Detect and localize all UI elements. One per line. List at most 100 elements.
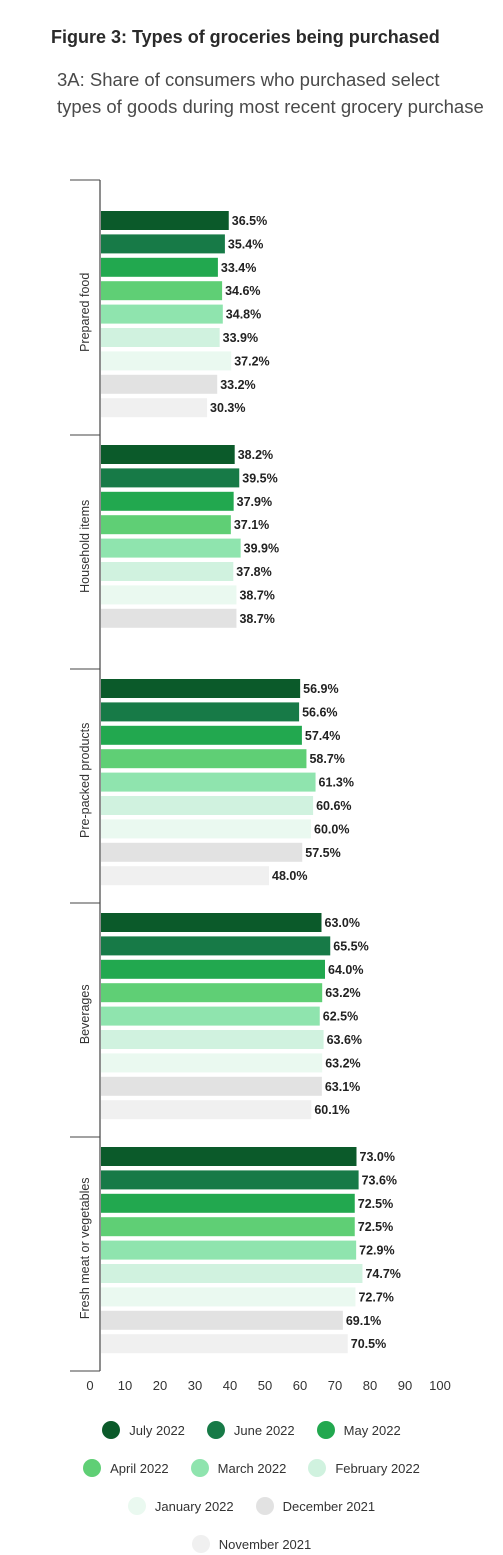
chart-subtitle: 3A: Share of consumers who purchased sel… (57, 69, 484, 117)
legend-item: February 2022 (308, 1459, 420, 1477)
legend-swatch-icon (127, 1497, 146, 1515)
category-label: Prepared food (78, 273, 92, 352)
bar (101, 959, 325, 979)
bar-value-label: 56.6% (302, 705, 337, 719)
category-label: Fresh meat or vegetables (78, 1177, 92, 1319)
bar-value-label: 72.5% (358, 1220, 393, 1234)
bar (101, 445, 235, 464)
category-label: Household items (78, 500, 92, 593)
x-tick-label: 60 (293, 1378, 307, 1393)
category-label: Beverages (78, 984, 92, 1044)
bar (101, 772, 316, 792)
bar-value-label: 63.2% (325, 986, 360, 1000)
bar-value-label: 33.4% (221, 261, 256, 275)
bar (101, 211, 229, 230)
legend-item: July 2022 (102, 1421, 185, 1439)
bar (101, 983, 323, 1003)
bar (101, 749, 307, 769)
legend-label: December 2021 (282, 1498, 376, 1514)
category-label: Pre-packed products (78, 723, 92, 838)
legend-swatch-icon (308, 1459, 327, 1477)
x-tick-label: 50 (258, 1378, 272, 1393)
bar (101, 1240, 357, 1260)
bar-value-label: 65.5% (333, 939, 368, 953)
legend-label: January 2022 (154, 1498, 234, 1514)
bar-value-label: 74.7% (365, 1267, 400, 1281)
legend-swatch-icon (83, 1459, 102, 1477)
bar (101, 398, 208, 418)
x-tick-label: 40 (223, 1378, 237, 1393)
bar-value-label: 70.5% (351, 1337, 386, 1351)
bar-value-label: 48.0% (272, 869, 307, 883)
bar-chart: 36.5% 35.4% 33.4% 34.6% 34.8% 33.9% 37.2% 33.2%… (70, 179, 451, 1393)
bar (101, 1006, 320, 1026)
bar-value-label: 38.7% (239, 612, 274, 626)
x-tick-label: 30 (188, 1378, 202, 1393)
legend-label: November 2021 (218, 1536, 312, 1552)
bar-value-label: 37.1% (234, 518, 269, 532)
legend-label: February 2022 (335, 1460, 420, 1476)
legend-label: April 2022 (110, 1460, 169, 1476)
bar-value-label: 38.7% (239, 588, 274, 602)
bar (101, 491, 234, 511)
legend-label: July 2022 (129, 1422, 185, 1438)
bar-value-label: 33.9% (223, 331, 258, 345)
bar-value-label: 38.2% (238, 448, 273, 462)
bar (101, 515, 231, 535)
legend-swatch-icon (255, 1497, 274, 1515)
legend-label: June 2022 (233, 1422, 295, 1438)
bar-value-label: 37.9% (237, 495, 272, 509)
bar (101, 1170, 359, 1190)
bar-value-label: 35.4% (228, 237, 263, 251)
bar-value-label: 63.0% (325, 916, 360, 930)
bar-value-label: 37.8% (236, 565, 271, 579)
legend-swatch-icon (191, 1535, 210, 1553)
legend-swatch-icon (190, 1459, 209, 1477)
bar (101, 842, 303, 862)
legend-item: March 2022 (190, 1459, 286, 1477)
x-tick-label: 0 (86, 1378, 93, 1393)
bar-value-label: 64.0% (328, 963, 363, 977)
bar-value-label: 72.9% (359, 1244, 394, 1258)
legend-item: November 2021 (191, 1535, 312, 1553)
bar-value-label: 30.3% (210, 401, 245, 415)
x-tick-label: 100 (429, 1378, 451, 1393)
legend-label: May 2022 (343, 1422, 401, 1438)
bar (101, 702, 300, 722)
legend-item: April 2022 (83, 1459, 169, 1477)
bar-value-label: 60.6% (316, 799, 351, 813)
legend-swatch-icon (206, 1421, 225, 1439)
bar (101, 1310, 343, 1330)
bar-value-label: 69.1% (346, 1314, 381, 1328)
bar-value-label: 63.2% (325, 1056, 360, 1070)
x-tick-label: 10 (118, 1378, 132, 1393)
bar (101, 725, 302, 745)
bar-value-label: 72.7% (358, 1290, 393, 1304)
bar-value-label: 73.0% (360, 1150, 395, 1164)
bar-value-label: 57.5% (305, 846, 340, 860)
legend-swatch-icon (102, 1421, 121, 1439)
bar-value-label: 39.9% (244, 542, 279, 556)
bar (101, 468, 240, 488)
bar (101, 796, 314, 815)
bar-value-label: 36.5% (232, 214, 267, 228)
bar (101, 1076, 322, 1096)
bar-value-label: 61.3% (319, 776, 354, 790)
bar-value-label: 56.9% (303, 682, 338, 696)
legend-row: April 2022 March 2022 February 2022 (0, 1459, 503, 1477)
bar (101, 608, 237, 628)
bar (101, 304, 223, 324)
bar (101, 866, 269, 886)
legend-item: January 2022 (127, 1497, 234, 1515)
bar-value-label: 60.0% (314, 822, 349, 836)
bar (101, 1100, 312, 1120)
bar-value-label: 33.2% (220, 378, 255, 392)
bar-value-label: 63.6% (327, 1033, 362, 1047)
bar (101, 374, 218, 394)
bar (101, 1334, 348, 1354)
bar-value-label: 60.1% (314, 1103, 349, 1117)
bar-value-label: 73.6% (362, 1173, 397, 1187)
legend-row: July 2022 June 2022 May 2022 (0, 1421, 503, 1439)
bar (101, 562, 234, 581)
bar (101, 819, 311, 839)
